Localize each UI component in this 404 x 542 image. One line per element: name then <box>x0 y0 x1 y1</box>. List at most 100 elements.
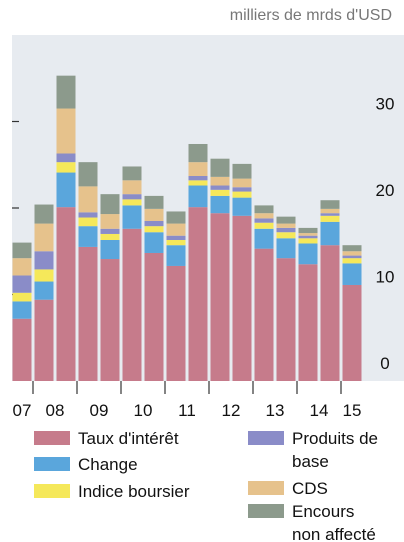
bar-segment <box>210 189 230 196</box>
x-tick-label: 13 <box>266 401 285 420</box>
bar-segment <box>276 216 296 224</box>
legend-label: Taux d'intérêt <box>78 429 179 448</box>
legend-label: Encours non affecté <box>292 502 376 542</box>
bar-segment <box>320 200 340 209</box>
bar-segment <box>34 223 54 252</box>
y-tick-label: 20 <box>376 181 395 200</box>
bar-segment <box>34 281 54 300</box>
bar-segment <box>78 217 98 227</box>
legend-swatch <box>34 457 70 471</box>
bar-segment <box>56 207 76 381</box>
bar-segment <box>232 163 252 179</box>
bar-segment <box>232 191 252 198</box>
bar-segment <box>342 255 362 259</box>
bar-segment <box>34 299 54 381</box>
bar-segment <box>122 180 142 195</box>
bar-segment <box>78 212 98 218</box>
bar-segment <box>78 226 98 247</box>
bar-segment <box>320 213 340 216</box>
legend-swatch <box>248 431 284 445</box>
bar-segment <box>320 215 340 222</box>
bar-segment <box>320 245 340 381</box>
bar-segment <box>342 258 362 264</box>
bar-segment <box>298 238 318 244</box>
bar-segment <box>320 221 340 246</box>
bar-segment <box>254 248 274 381</box>
legend-label: Indice boursier <box>78 482 190 501</box>
bar-segment <box>122 199 142 206</box>
bar-segment <box>122 205 142 229</box>
bar-segment <box>254 205 274 214</box>
bar-segment <box>276 223 296 228</box>
x-tick-label: 10 <box>134 401 153 420</box>
chart: milliers de mrds d'USD 0 10 20 30 07 08 09 10 11… <box>12 7 404 420</box>
x-tick-label: 11 <box>178 401 196 420</box>
bar-segment <box>100 240 120 260</box>
unit-label: milliers de mrds d'USD <box>230 7 392 24</box>
bar-segment <box>12 258 32 276</box>
bar-segment <box>166 265 186 381</box>
bar-segment <box>34 269 54 282</box>
bar-segment <box>122 194 142 200</box>
bar-segment <box>210 185 230 190</box>
bar-segment <box>100 259 120 381</box>
bar-segment <box>12 301 32 319</box>
legend-swatch <box>34 431 70 445</box>
bar-segment <box>144 208 164 221</box>
bar-segment <box>232 178 252 188</box>
bar-segment <box>188 207 208 381</box>
bar-segment <box>210 213 230 381</box>
bar-segment <box>342 263 362 285</box>
bar-segment <box>298 235 318 239</box>
bar-segment <box>188 175 208 181</box>
bar-segment <box>122 228 142 381</box>
bar-segment <box>298 227 318 234</box>
bar-segment <box>188 180 208 186</box>
bar-segment <box>100 194 120 215</box>
x-tick-label: 07 <box>13 401 32 420</box>
legend-swatch <box>34 484 70 498</box>
bar-segment <box>254 218 274 223</box>
bar-segment <box>100 233 120 241</box>
bar-segment <box>78 162 98 187</box>
legend-item: Encours non affecté <box>248 500 384 542</box>
bar-segment <box>56 75 76 109</box>
bar-segment <box>254 228 274 249</box>
bar-segment <box>144 220 164 227</box>
bar-segment <box>166 245 186 266</box>
legend-item: CDS <box>248 477 384 500</box>
legend-item: Indice boursier <box>34 480 258 503</box>
bar-segment <box>276 227 296 233</box>
bar-segment <box>254 213 274 219</box>
bar-segment <box>298 264 318 381</box>
bar-segment <box>166 223 186 236</box>
bar-segment <box>144 195 164 209</box>
x-tick-label: 12 <box>222 401 241 420</box>
x-tick-label: 14 <box>310 401 329 420</box>
bar-segment <box>276 232 296 239</box>
legend-item: Change <box>34 453 238 476</box>
bar-segment <box>210 176 230 186</box>
bar-segment <box>276 258 296 381</box>
x-tick-label: 15 <box>343 401 362 420</box>
bar-segment <box>342 245 362 252</box>
bar-segment <box>12 292 32 302</box>
x-tick-label: 08 <box>46 401 65 420</box>
bar-segment <box>232 215 252 381</box>
bar-segment <box>188 143 208 163</box>
legend-item: Taux d'intérêt <box>34 427 238 450</box>
bar-segment <box>342 284 362 381</box>
bar-segment <box>210 158 230 177</box>
bar-segment <box>232 197 252 216</box>
bar-segment <box>232 187 252 192</box>
y-tick-label: 0 <box>380 354 389 373</box>
bar-segment <box>56 108 76 154</box>
x-tick-label: 09 <box>90 401 109 420</box>
bar-segment <box>100 228 120 234</box>
bar-segment <box>122 166 142 181</box>
bar-segment <box>78 186 98 213</box>
bar-segment <box>144 252 164 381</box>
bar-segment <box>144 232 164 253</box>
legend-swatch <box>248 481 284 495</box>
